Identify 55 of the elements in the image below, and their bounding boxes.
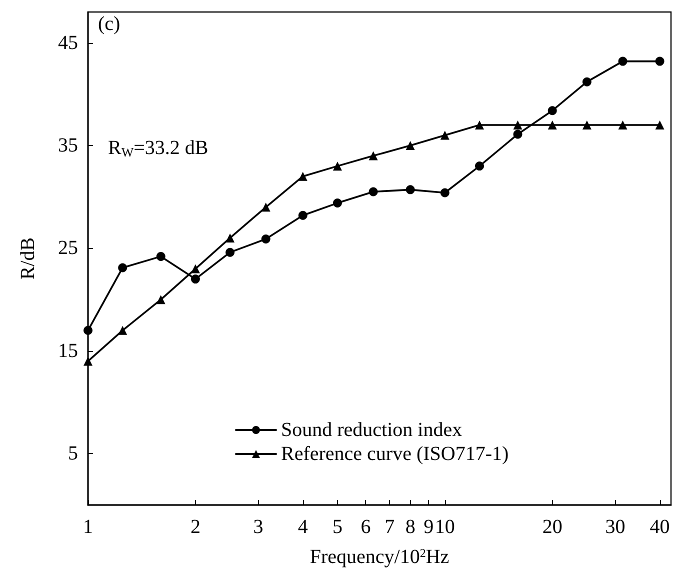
x-tick-label: 9 bbox=[424, 516, 434, 538]
x-tick-label: 7 bbox=[384, 516, 395, 538]
y-tick-label: 35 bbox=[58, 134, 78, 157]
point bbox=[475, 162, 484, 171]
x-tick-label: 30 bbox=[605, 516, 626, 538]
x-tick-label: 4 bbox=[298, 516, 308, 538]
point bbox=[118, 263, 128, 272]
point bbox=[190, 274, 200, 284]
x-tick-label: 1 bbox=[83, 516, 93, 538]
point bbox=[190, 264, 200, 274]
point bbox=[548, 120, 557, 130]
point bbox=[618, 56, 628, 66]
x-tick-label: 20 bbox=[542, 516, 562, 538]
x-tick-label: 40 bbox=[650, 516, 670, 538]
y-tick-label: 45 bbox=[58, 32, 78, 54]
point bbox=[406, 185, 415, 194]
annotation: RW=33.2 dB bbox=[108, 137, 208, 160]
point bbox=[406, 141, 415, 150]
point bbox=[618, 120, 628, 130]
point bbox=[261, 234, 270, 244]
point bbox=[84, 326, 92, 335]
point bbox=[118, 326, 128, 335]
point bbox=[548, 106, 557, 116]
y-tick-label: 25 bbox=[58, 237, 78, 260]
point bbox=[332, 162, 342, 171]
point bbox=[655, 56, 664, 66]
x-tick-label: 10 bbox=[434, 516, 455, 538]
x-tick-label: 2 bbox=[190, 516, 200, 538]
point bbox=[440, 188, 450, 198]
point bbox=[156, 252, 166, 261]
x-tick-label: 8 bbox=[405, 516, 416, 538]
x-tick-label: 6 bbox=[360, 516, 371, 538]
point bbox=[226, 248, 235, 257]
legend-label: Reference curve (ISO717-1) bbox=[281, 443, 509, 465]
point bbox=[582, 120, 592, 130]
y-tick-label: 15 bbox=[58, 340, 78, 362]
point bbox=[440, 130, 450, 140]
annotation: (c) bbox=[98, 13, 120, 35]
point bbox=[226, 233, 235, 242]
point bbox=[261, 202, 270, 212]
y-axis-title: R/dB bbox=[17, 237, 39, 280]
point bbox=[655, 120, 664, 130]
point bbox=[368, 151, 378, 160]
point bbox=[368, 187, 378, 196]
legend-label: Sound reduction index bbox=[281, 419, 462, 441]
x-tick-label: 5 bbox=[332, 516, 342, 538]
x-tick-label: 3 bbox=[253, 516, 264, 538]
point bbox=[332, 198, 342, 208]
point bbox=[298, 210, 308, 220]
point bbox=[84, 356, 92, 366]
point bbox=[582, 77, 592, 86]
y-tick-label: 5 bbox=[68, 442, 78, 465]
point bbox=[298, 172, 308, 181]
point bbox=[156, 295, 166, 304]
point bbox=[474, 120, 484, 130]
